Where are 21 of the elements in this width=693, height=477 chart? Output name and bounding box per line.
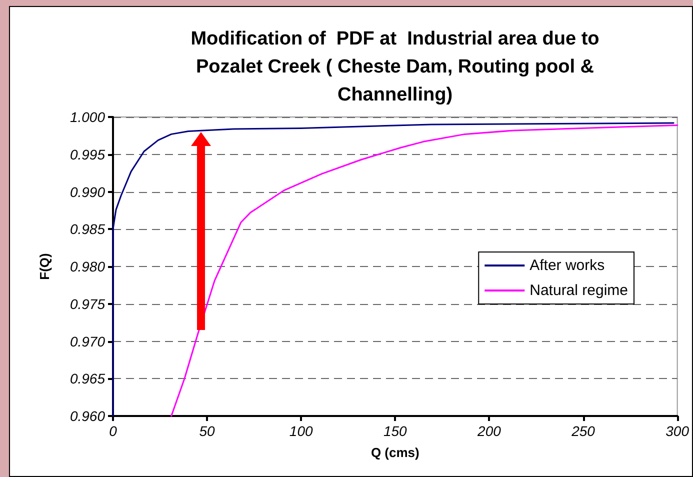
x-axis-title: Q (cms) — [370, 445, 420, 460]
legend-label: Natural regime — [530, 282, 628, 299]
chart-title: Modification of PDF at Industrial area due to Pozalet Creek ( Cheste Dam, Routing pool & Channelling) — [190, 28, 600, 106]
y-tick-label: 0.985 — [70, 221, 106, 238]
y-tick-label: 1.000 — [70, 109, 106, 125]
x-tick-label: 150 — [383, 423, 408, 439]
x-tick-label: 0 — [109, 423, 118, 439]
legend-label: After works — [530, 257, 605, 274]
y-axis-title: F(Q) — [37, 253, 52, 280]
x-tick-label: 50 — [199, 423, 216, 439]
y-tick-label: 0.975 — [70, 296, 106, 312]
x-tick-label: 200 — [476, 423, 502, 439]
y-tick-label: 0.970 — [70, 333, 106, 350]
y-tick-label: 0.995 — [70, 146, 106, 162]
y-tick-label: 0.965 — [70, 370, 106, 387]
x-tick-label: 100 — [289, 423, 313, 439]
y-tick-label: 0.960 — [70, 408, 106, 424]
y-tick-label: 0.980 — [70, 258, 106, 274]
x-tick-label: 300 — [666, 423, 690, 439]
x-tick-label: 250 — [570, 423, 596, 439]
y-tick-label: 0.990 — [70, 184, 106, 200]
